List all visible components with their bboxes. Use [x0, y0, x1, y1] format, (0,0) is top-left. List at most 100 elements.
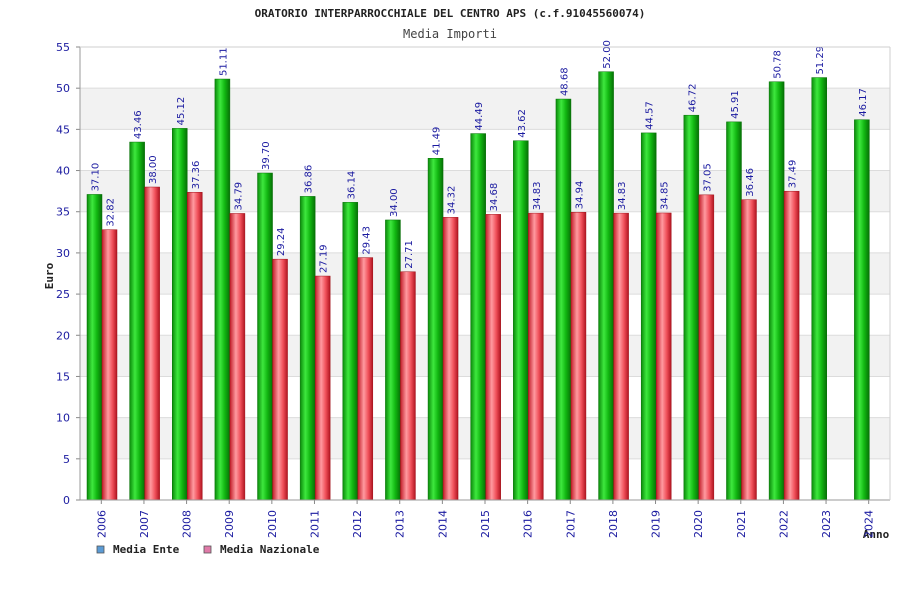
x-tick-label: 2013	[394, 510, 407, 538]
data-label: 52.00	[602, 40, 613, 69]
bar-media-ente	[257, 172, 273, 501]
bar-media-ente	[427, 158, 444, 501]
y-tick-label: 55	[56, 41, 70, 54]
x-tick-label: 2023	[820, 510, 833, 538]
bar-media-ente	[299, 196, 316, 501]
bar-media-nazionale	[229, 213, 246, 501]
bar-media-nazionale	[272, 258, 288, 501]
legend-label-media-ente: Media Ente	[113, 543, 180, 556]
y-axis-ticks: 0 5 10 15 20 25 30 35 40 45 50 55	[56, 41, 80, 507]
data-label: 44.57	[645, 101, 656, 130]
data-label: 50.78	[773, 50, 784, 79]
y-tick-label: 0	[63, 494, 70, 507]
bar-media-nazionale	[101, 229, 118, 501]
bar-media-nazionale	[783, 190, 800, 501]
data-label: 27.71	[404, 240, 415, 269]
x-tick-label: 2009	[223, 510, 236, 538]
bar-media-nazionale	[442, 217, 459, 501]
data-label: 34.68	[489, 183, 500, 212]
bar-media-ente	[129, 141, 145, 501]
y-tick-label: 5	[63, 453, 70, 466]
bar-media-nazionale	[741, 199, 757, 501]
data-label: 36.14	[346, 171, 357, 200]
bar-media-ente	[86, 194, 103, 501]
data-label: 48.68	[559, 67, 570, 96]
data-label: 45.12	[176, 97, 187, 126]
x-tick-label: 2006	[95, 510, 108, 538]
data-label: 37.10	[91, 163, 102, 192]
y-tick-label: 50	[56, 82, 70, 95]
bars	[86, 71, 870, 501]
legend-item-media-nazionale: Media Nazionale	[203, 543, 320, 556]
data-label: 46.72	[687, 84, 698, 113]
x-tick-label: 2011	[308, 510, 321, 538]
data-label: 29.24	[276, 228, 287, 257]
bar-media-ente	[214, 78, 231, 501]
bar-media-ente	[598, 71, 614, 501]
y-tick-label: 20	[56, 329, 70, 342]
y-tick-label: 15	[56, 370, 70, 383]
bar-media-ente	[683, 114, 700, 501]
data-label: 51.11	[218, 47, 229, 76]
x-tick-label: 2016	[522, 510, 535, 538]
bar-media-ente	[640, 132, 657, 501]
bar-media-ente	[470, 133, 486, 501]
data-label: 34.85	[660, 181, 671, 210]
axes	[79, 46, 891, 501]
x-tick-label: 2020	[692, 510, 705, 538]
x-tick-label: 2015	[479, 510, 492, 538]
legend: Media Ente Media Nazionale	[96, 543, 320, 556]
data-label: 34.79	[233, 182, 244, 211]
x-axis-ticks: 2006 2007 2008 2009 2010 2011 2012 2013 2014 2015…	[95, 500, 876, 538]
data-label: 34.83	[617, 181, 628, 210]
bar-media-nazionale	[698, 194, 715, 501]
data-label: 38.00	[148, 155, 159, 184]
y-tick-label: 25	[56, 288, 70, 301]
bar-media-ente	[768, 81, 785, 501]
bar-media-ente	[555, 98, 572, 501]
data-label: 41.49	[432, 127, 443, 156]
bar-media-ente	[385, 219, 401, 501]
bar-media-ente	[854, 119, 870, 501]
plot-band	[80, 47, 890, 89]
data-label: 37.49	[788, 160, 799, 189]
chart-title: ORATORIO INTERPARROCCHIALE DEL CENTRO AP…	[255, 7, 646, 20]
y-tick-label: 45	[56, 123, 70, 136]
data-label: 36.86	[304, 165, 315, 194]
x-tick-label: 2014	[436, 510, 449, 538]
data-label: 37.05	[702, 163, 713, 192]
legend-item-media-ente: Media Ente	[96, 543, 180, 556]
data-label: 34.32	[447, 186, 458, 215]
y-tick-label: 35	[56, 206, 70, 219]
x-tick-label: 2024	[863, 510, 876, 538]
data-label: 36.46	[745, 168, 756, 197]
y-tick-label: 30	[56, 247, 70, 260]
data-label: 51.29	[815, 46, 826, 75]
bar-media-nazionale	[613, 212, 629, 501]
data-label: 45.91	[730, 90, 741, 119]
x-tick-label: 2010	[266, 510, 279, 538]
y-tick-label: 40	[56, 165, 70, 178]
x-tick-label: 2017	[564, 510, 577, 538]
data-label: 37.36	[191, 161, 202, 190]
x-tick-label: 2012	[351, 510, 364, 538]
legend-swatch-media-ente	[96, 545, 105, 554]
bar-media-nazionale	[314, 275, 331, 501]
bar-media-ente	[172, 128, 188, 501]
bar-media-nazionale	[485, 214, 501, 501]
bar-media-ente	[342, 202, 359, 501]
bar-media-nazionale	[655, 212, 672, 501]
chart-subtitle: Media Importi	[403, 27, 497, 41]
data-label: 43.62	[517, 109, 528, 138]
bar-media-nazionale	[528, 212, 544, 501]
data-label: 29.43	[361, 226, 372, 255]
bar-media-nazionale	[357, 257, 374, 501]
x-tick-label: 2019	[650, 510, 663, 538]
bar-media-nazionale	[400, 271, 416, 501]
data-label: 34.94	[574, 181, 585, 210]
data-label: 27.19	[319, 244, 330, 273]
bar-media-nazionale	[144, 186, 160, 501]
x-axis-label: Anno	[863, 528, 890, 541]
bar-media-ente	[513, 140, 529, 501]
